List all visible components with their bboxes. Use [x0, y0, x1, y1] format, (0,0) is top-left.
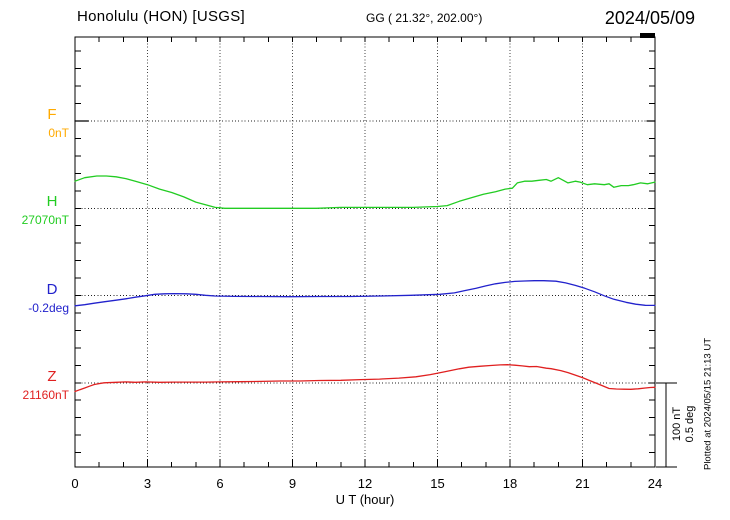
x-tick-label-15: 15: [430, 476, 445, 491]
channel-label-D: D: [46, 280, 58, 298]
x-tick-label-6: 6: [216, 476, 224, 491]
x-tick-label-24: 24: [647, 476, 663, 491]
scale-bar-label-deg: 0.5 deg: [684, 405, 696, 443]
x-tick-label-21: 21: [575, 476, 590, 491]
channel-label-F: F: [47, 106, 57, 123]
scale-bar-label-nt: 100 nT: [671, 406, 683, 442]
trace-H: [74, 175, 656, 209]
x-tick-label-9: 9: [288, 476, 297, 491]
channel-baseline-Z: 21160nT: [22, 387, 69, 402]
corner-marker: [640, 33, 655, 38]
x-tick-label-3: 3: [143, 476, 152, 491]
x-axis-title: U T (hour): [335, 492, 395, 507]
trace-D: [74, 280, 656, 307]
scale-bar-label: 100 nT 0.5 deg: [671, 406, 697, 443]
trace-Z: [74, 364, 656, 393]
x-tick-label-12: 12: [357, 476, 373, 491]
geo-coordinates: GG ( 21.32°, 202.00°): [366, 11, 483, 25]
station-title: Honolulu (HON) [USGS]: [77, 8, 246, 25]
channel-label-Z: Z: [47, 367, 57, 385]
channel-baseline-D: -0.2deg: [28, 300, 69, 315]
channel-baseline-F: 0nT: [48, 126, 69, 140]
channel-label-H: H: [46, 193, 58, 211]
x-tick-label-0: 0: [71, 476, 79, 491]
x-tick-label-18: 18: [502, 476, 518, 491]
plotted-timestamp: Plotted at 2024/05/15 21:13 UT: [702, 337, 714, 471]
channel-baseline-H: 27070nT: [21, 213, 69, 228]
plot-date: 2024/05/09: [604, 8, 695, 28]
